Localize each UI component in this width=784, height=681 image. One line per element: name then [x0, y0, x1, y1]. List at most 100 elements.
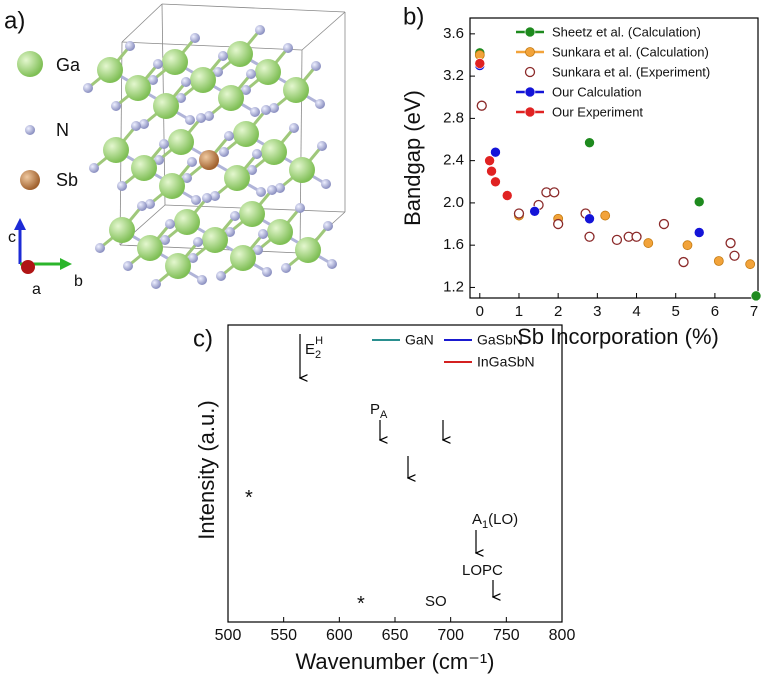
ga-atom	[233, 121, 259, 147]
ga-atom	[109, 217, 135, 243]
point	[631, 231, 642, 242]
y-tick-label: 3.6	[443, 25, 464, 42]
point	[486, 165, 497, 177]
n-atom	[241, 85, 251, 95]
point	[529, 206, 540, 217]
legend-marker	[524, 106, 536, 118]
ga-atom	[283, 77, 309, 103]
n-atom	[197, 275, 207, 285]
n-atom	[83, 83, 93, 93]
annotation: PA	[370, 401, 388, 421]
n-atom	[193, 237, 203, 247]
point	[584, 231, 595, 242]
annotation-sub: 2	[315, 349, 321, 361]
annotation-text: P	[370, 401, 380, 418]
n-atom	[187, 157, 197, 167]
annotation-text: SO	[425, 593, 447, 610]
axis-label: c	[8, 229, 16, 246]
y-tick-label: 2.4	[443, 152, 464, 169]
n-atom	[148, 75, 158, 85]
annotation: SO	[425, 593, 447, 610]
x-tick-label: 500	[215, 627, 242, 644]
point	[553, 218, 564, 230]
n-atom	[89, 163, 99, 173]
ga-atom	[218, 85, 244, 111]
n-atom	[281, 263, 291, 273]
ga-atom	[289, 157, 315, 183]
n-atom	[137, 201, 147, 211]
x-tick-label: 5	[672, 303, 680, 320]
x-tick-label: 700	[437, 627, 464, 644]
annotation: *	[357, 593, 365, 615]
n-atom	[230, 211, 240, 221]
n-atom	[213, 67, 223, 77]
legend-sphere	[20, 170, 40, 190]
n-atom	[210, 191, 220, 201]
legend-marker	[524, 26, 536, 38]
n-atom	[283, 43, 293, 53]
cell-edge	[121, 41, 303, 51]
ga-atom	[153, 93, 179, 119]
legend-label: GaSbN	[477, 332, 523, 348]
legend-label: Ga	[56, 55, 81, 75]
sb-atom	[199, 150, 219, 170]
annotation-text: E	[305, 341, 315, 358]
ga-atom	[190, 67, 216, 93]
panel-label: a)	[4, 7, 25, 34]
point	[476, 100, 487, 111]
legend-label: Sunkara et al. (Experiment)	[552, 64, 710, 79]
point	[745, 259, 756, 270]
n-atom	[190, 33, 200, 43]
x-tick-label: 4	[632, 303, 640, 320]
n-atom	[188, 253, 198, 263]
annotation-text: *	[357, 593, 365, 615]
legend-label: Our Calculation	[552, 84, 642, 99]
axis-label: b	[74, 273, 83, 290]
x-tick-label: 650	[382, 627, 409, 644]
n-atom	[123, 261, 133, 271]
point	[513, 208, 525, 219]
ga-atom	[255, 59, 281, 85]
legend-marker	[524, 86, 536, 98]
x-tick-label: 7	[750, 303, 758, 320]
plot-frame	[469, 17, 759, 299]
chart: b) Sb Incorporation (%) Bandgap (eV) 0 1 2 3 4 5…	[400, 3, 762, 349]
n-atom	[247, 165, 257, 175]
axis-dot	[21, 260, 35, 274]
point	[490, 176, 501, 188]
legend-marker	[525, 47, 535, 57]
annotation: *	[245, 487, 253, 509]
x-tick-label: 750	[493, 627, 520, 644]
n-atom	[317, 141, 327, 151]
n-atom	[159, 139, 169, 149]
n-atom	[327, 259, 337, 269]
y-axis-label: Intensity (a.u.)	[194, 400, 219, 539]
n-atom	[125, 41, 135, 51]
n-atom	[216, 271, 226, 281]
n-atom	[323, 221, 333, 231]
n-atom	[176, 93, 186, 103]
y-tick-label: 1.2	[443, 278, 464, 295]
ga-atom	[97, 57, 123, 83]
n-atom	[275, 183, 285, 193]
n-atom	[256, 187, 266, 197]
y-tick-label: 2.0	[443, 194, 464, 211]
n-atom	[250, 107, 260, 117]
point	[729, 250, 740, 261]
crystal-panel: a) Ga N Sb c b a	[4, 3, 346, 298]
ga-atom	[224, 165, 250, 191]
point	[682, 240, 693, 251]
point	[474, 50, 485, 60]
annotation: A1(LO)	[472, 511, 518, 531]
annotation-sup: H	[315, 335, 323, 347]
ga-atom	[103, 137, 129, 163]
legend-label: Sunkara et al. (Calculation)	[552, 44, 709, 59]
n-atom	[191, 195, 201, 205]
n-atom	[252, 149, 262, 159]
legend-label: Sheetz et al. (Calculation)	[552, 24, 701, 39]
annotation-text: *	[245, 487, 253, 509]
n-atom	[255, 25, 265, 35]
point	[549, 187, 560, 198]
x-tick-label: 800	[549, 627, 576, 644]
ga-atom	[174, 209, 200, 235]
